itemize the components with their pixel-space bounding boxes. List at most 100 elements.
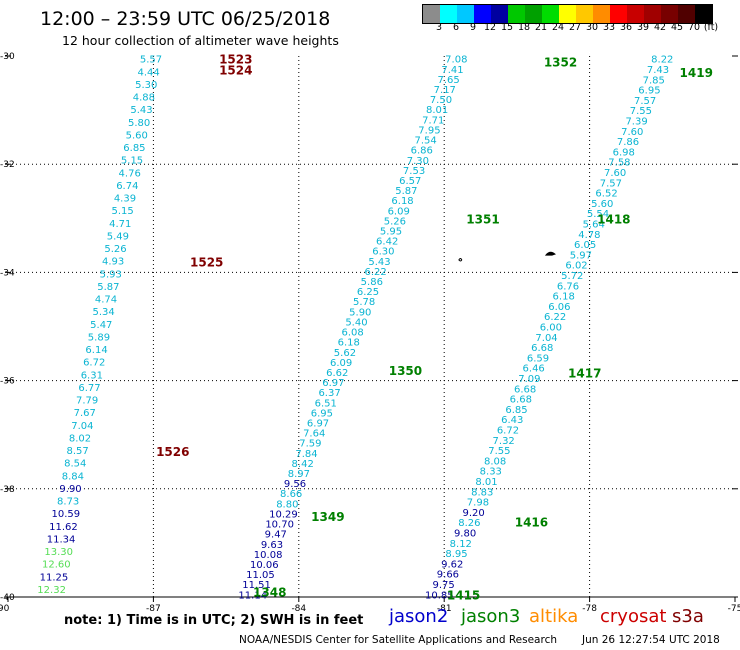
timestamp-text: Jun 26 12:27:54 UTC 2018 xyxy=(582,634,720,646)
swh-value: 6.05 xyxy=(574,240,596,251)
time-label: 1350 xyxy=(389,364,422,378)
footer-note: note: 1) Time is in UTC; 2) SWH is in fe… xyxy=(64,613,364,628)
swh-value: 5.30 xyxy=(135,80,157,91)
swh-value: 8.97 xyxy=(288,469,310,480)
swh-value: 8.26 xyxy=(458,518,480,529)
x-tick-label: -81 xyxy=(437,604,452,614)
swh-value: 6.62 xyxy=(326,368,348,379)
swh-value: 7.17 xyxy=(434,85,456,96)
swh-value: 6.46 xyxy=(523,364,545,375)
swh-value: 6.85 xyxy=(123,143,145,154)
swh-value: 12.60 xyxy=(42,560,71,571)
swh-value: 4.44 xyxy=(137,67,159,78)
colorbar-swatch xyxy=(542,5,559,23)
swh-value: 9.75 xyxy=(433,580,455,591)
time-label: 1348 xyxy=(253,586,286,600)
swh-value: 5.87 xyxy=(97,282,119,293)
colorbar-label: 18 xyxy=(517,22,531,33)
swh-value: 7.84 xyxy=(295,449,317,460)
swh-value: 4.93 xyxy=(102,257,124,268)
colorbar-swatch xyxy=(457,5,474,23)
swh-value: 5.78 xyxy=(353,297,375,308)
colorbar-label: 12 xyxy=(483,22,497,33)
colorbar-swatch xyxy=(678,5,695,23)
time-label: 1417 xyxy=(568,366,601,380)
x-tick-label: -75 xyxy=(728,604,740,614)
swh-value: 6.76 xyxy=(557,281,579,292)
swh-value: 5.93 xyxy=(100,269,122,280)
swh-value: 9.47 xyxy=(265,530,287,541)
swh-value: 4.39 xyxy=(114,194,136,205)
swh-value: 5.26 xyxy=(104,244,126,255)
swh-value: 4.78 xyxy=(578,230,600,241)
swh-value: 5.49 xyxy=(107,231,129,242)
swh-value: 7.54 xyxy=(414,136,436,147)
swh-value: 7.95 xyxy=(418,125,440,136)
swh-value: 6.51 xyxy=(315,398,337,409)
swh-value: 5.90 xyxy=(349,307,371,318)
colorbar-swatch xyxy=(423,5,440,23)
credit-text: NOAA/NESDIS Center for Satellite Applica… xyxy=(239,634,557,646)
swh-value: 8.33 xyxy=(480,467,502,478)
swh-value: 4.74 xyxy=(95,295,117,306)
colorbar-label: 30 xyxy=(585,22,599,33)
colorbar-label: 36 xyxy=(619,22,633,33)
swh-value: 8.22 xyxy=(651,55,673,66)
swh-value: 5.60 xyxy=(591,199,613,210)
swh-value: 7.39 xyxy=(625,117,647,128)
swh-value: 8.08 xyxy=(484,456,506,467)
swh-value: 6.97 xyxy=(307,419,329,430)
swh-value: 8.57 xyxy=(67,446,89,457)
swh-value: 10.70 xyxy=(265,520,294,531)
time-label: 1416 xyxy=(515,515,548,529)
colorbar-swatch xyxy=(474,5,491,23)
colorbar-swatch xyxy=(644,5,661,23)
swh-value: 4.76 xyxy=(119,168,141,179)
swh-value: 6.97 xyxy=(322,378,344,389)
y-tick-label: -36 xyxy=(0,377,15,387)
swh-value: 6.02 xyxy=(565,261,587,272)
swh-value: 5.95 xyxy=(380,226,402,237)
time-label: 1418 xyxy=(597,212,630,226)
y-tick-label: -30 xyxy=(0,52,15,62)
swh-value: 11.51 xyxy=(242,580,271,591)
swh-value: 8.73 xyxy=(57,497,79,508)
swh-value: 7.53 xyxy=(403,166,425,177)
x-tick-label: -90 xyxy=(0,604,10,614)
swh-value: 9.62 xyxy=(441,559,463,570)
swh-value: 6.74 xyxy=(116,181,138,192)
colorbar-label: 9 xyxy=(469,22,477,33)
swh-value: 5.64 xyxy=(583,220,605,231)
swh-value: 5.89 xyxy=(88,332,110,343)
swh-value: 7.55 xyxy=(488,446,510,457)
swh-value: 10.06 xyxy=(250,560,279,571)
colorbar-swatch xyxy=(508,5,525,23)
swh-value: 5.62 xyxy=(334,348,356,359)
x-tick-label: -87 xyxy=(146,604,161,614)
swh-value: 6.59 xyxy=(527,353,549,364)
swh-value: 7.60 xyxy=(621,127,643,138)
colorbar-swatch xyxy=(661,5,678,23)
swh-value: 13.30 xyxy=(44,547,73,558)
swh-value: 6.68 xyxy=(531,343,553,354)
swh-value: 6.30 xyxy=(372,247,394,258)
swh-value: 5.34 xyxy=(93,307,115,318)
swh-value: 6.18 xyxy=(553,292,575,303)
swh-value: 5.80 xyxy=(128,118,150,129)
colorbar-label: 24 xyxy=(551,22,565,33)
swh-value: 7.43 xyxy=(647,65,669,76)
swh-value: 7.86 xyxy=(617,137,639,148)
legend-entry-altika: altika xyxy=(529,606,579,627)
swh-value: 7.60 xyxy=(604,168,626,179)
swh-value: 6.57 xyxy=(399,176,421,187)
swh-value: 6.22 xyxy=(365,267,387,278)
swh-value: 5.72 xyxy=(561,271,583,282)
swh-value: 5.40 xyxy=(345,317,367,328)
swh-value: 6.25 xyxy=(357,287,379,298)
swh-value: 10.85 xyxy=(425,590,454,601)
colorbar-swatch xyxy=(593,5,610,23)
swh-value: 8.01 xyxy=(475,477,497,488)
x-tick-label: -84 xyxy=(291,604,306,614)
swh-value: 6.77 xyxy=(78,383,100,394)
